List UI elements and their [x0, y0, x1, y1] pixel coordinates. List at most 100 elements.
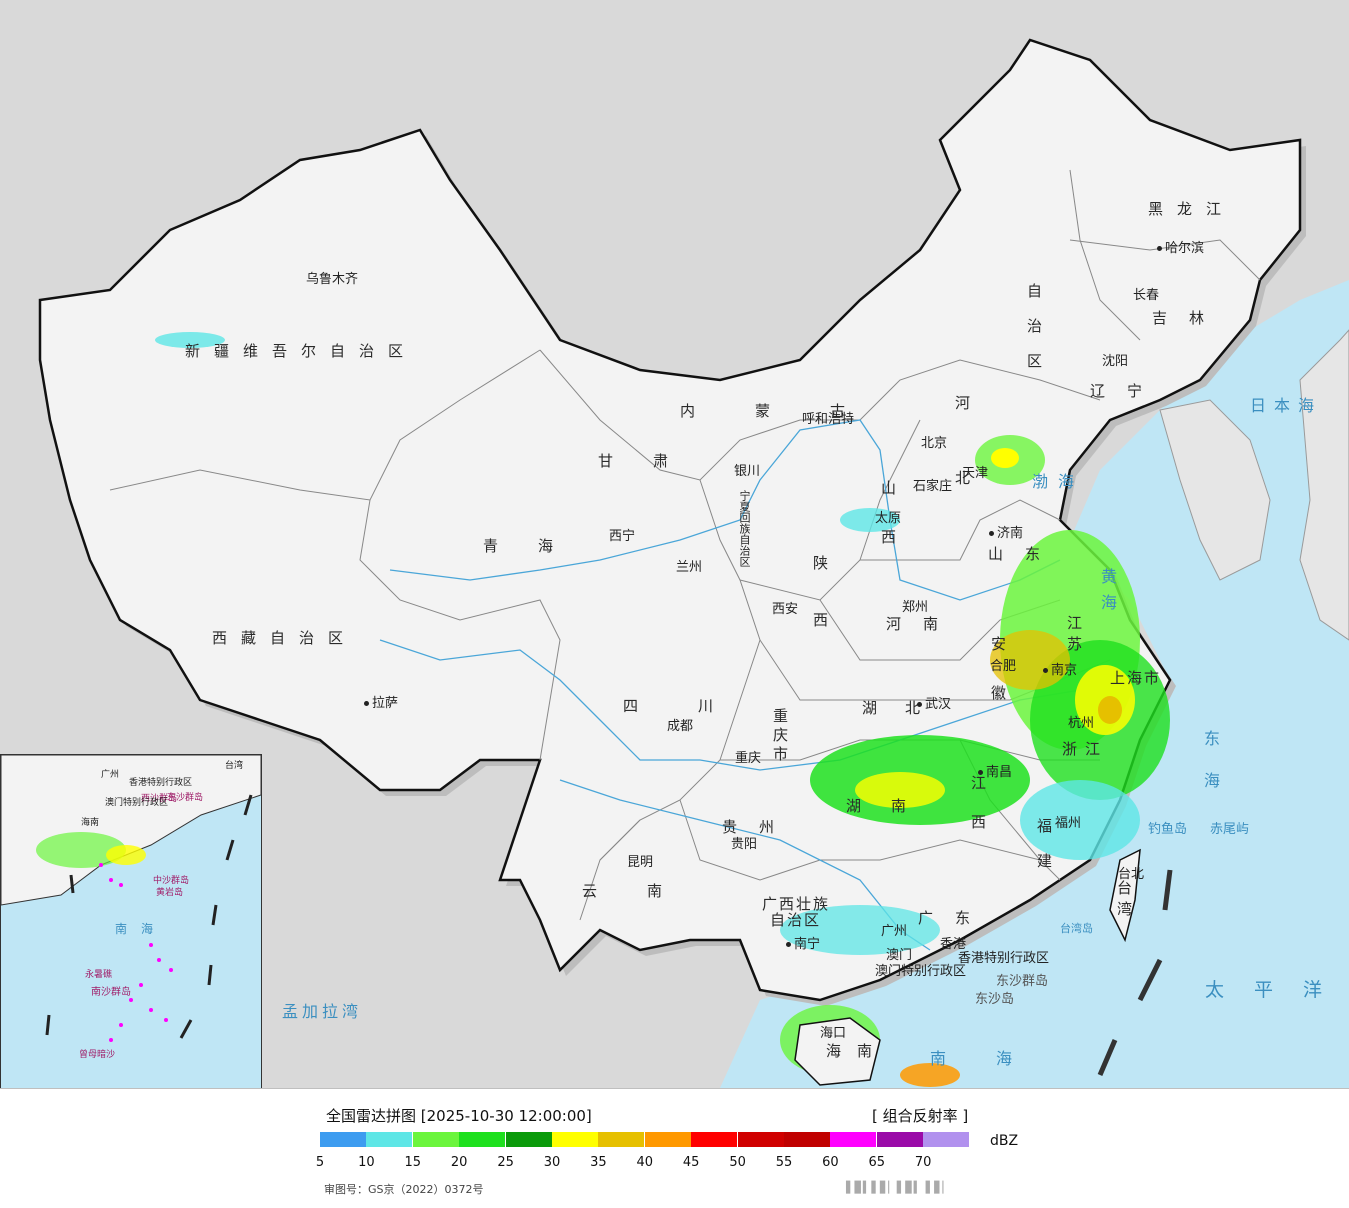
inset-label-hainan: 海南: [81, 818, 100, 828]
city-label-lhasa: 拉萨: [364, 692, 398, 711]
province-label-macao: 澳门特别行政区: [875, 964, 967, 979]
radar-map: 新疆维吾尔自治区 西藏自治区 青海 甘肃 内蒙古 自治区 黑龙江 吉林 辽宁 河…: [0, 0, 1349, 1089]
city-label-beijing: 北京: [921, 436, 948, 451]
taiwan-island: [1109, 848, 1141, 943]
legend-tick-label: 35: [590, 1155, 607, 1170]
sea-label-bohai: 渤海: [1032, 472, 1085, 491]
province-label-xinjiang: 新疆维吾尔自治区: [185, 342, 418, 360]
city-label-tianjin: 天津: [962, 466, 989, 481]
city-label-shenyang: 沈阳: [1102, 354, 1129, 369]
city-label-nanjing: 南京: [1043, 659, 1077, 678]
echo-hunan-core: [855, 772, 945, 808]
city-label-jinan: 济南: [989, 522, 1023, 541]
echo-zhejiang-core-2: [1098, 696, 1122, 724]
inset-label-dongsha: 东沙群岛: [167, 793, 204, 803]
city-label-hefei: 合肥: [990, 659, 1017, 674]
city-label-xining: 西宁: [609, 529, 636, 544]
province-label-xizang: 西藏自治区: [212, 629, 358, 647]
city-label-chengdu: 成都: [667, 719, 694, 734]
city-label-zhengzhou: 郑州: [902, 600, 929, 615]
province-label-shanxi: 山西: [879, 480, 897, 578]
sea-label-taipingyang: 太平洋: [1205, 979, 1349, 1001]
legend-swatch: [412, 1132, 459, 1147]
province-label-hongkong: 香港特别行政区: [958, 951, 1050, 966]
echo-shanxi: [840, 508, 900, 532]
legend-tick-label: 25: [497, 1155, 514, 1170]
inset-label-zengmu: 曾母暗沙: [79, 1050, 116, 1060]
province-label-neimenggu: 内蒙古: [680, 402, 906, 420]
city-label-kunming: 昆明: [627, 855, 654, 870]
legend-swatch: [691, 1132, 738, 1147]
watermark: ▌▊▍▌▋▏▌▊▍ ▌▋▏: [846, 1181, 952, 1194]
legend-swatch: [459, 1132, 506, 1147]
legend-swatch: [320, 1132, 366, 1147]
hainan-island: [794, 1017, 881, 1086]
island-label-taiwan-bank: 台湾岛: [1060, 922, 1093, 935]
legend-swatch: [737, 1132, 784, 1147]
city-label-hongkong: 香港: [940, 937, 967, 952]
province-label-taiwan: 台湾: [1115, 880, 1133, 922]
legend-tick-label: 55: [775, 1155, 793, 1170]
legend-tick-label: 15: [404, 1155, 422, 1170]
city-label-yinchuan: 银川: [734, 464, 761, 479]
inset-label-nanhai: 南海: [115, 922, 168, 936]
echo-south-sea: [900, 1063, 960, 1087]
echo-tianjin-core: [991, 448, 1019, 468]
province-label-shaanxi: 陕西: [811, 555, 829, 669]
legend-tick-label: 45: [682, 1155, 700, 1170]
province-label-hubei: 湖北: [862, 699, 949, 717]
south-china-sea-inset: 中沙群岛 黄岩岛 南海 南沙群岛 永暑礁 曾母暗沙 西沙群岛 广州 香港特别行政…: [0, 754, 262, 1088]
legend-tick-label: 60: [822, 1155, 839, 1170]
city-label-taipei: 台北: [1118, 867, 1145, 882]
province-label-ningxia: 宁夏回族自治区: [738, 490, 751, 567]
legend-swatch: [876, 1132, 923, 1147]
province-label-chongqing: 重庆市: [771, 708, 789, 765]
legend-unit: dBZ: [990, 1133, 1019, 1149]
legend-tick-label: 40: [636, 1155, 654, 1170]
echo-fujian: [1020, 780, 1140, 860]
inset-label-guangzhou: 广州: [101, 770, 120, 780]
legend-swatch: [505, 1132, 552, 1147]
province-label-heilongjiang: 黑龙江: [1148, 200, 1236, 218]
province-label-hebei: 河北: [953, 395, 971, 545]
city-label-fuzhou: 福州: [1055, 816, 1082, 831]
legend-tick-label: 10: [358, 1155, 375, 1170]
province-borders: [109, 169, 1261, 921]
province-label-yunnan: 云南: [582, 882, 713, 900]
inset-svg: [1, 755, 261, 1042]
province-label-guangxi-2: 自治区: [770, 911, 822, 929]
province-label-jiangsu: 江苏: [1065, 615, 1083, 657]
legend-swatch: [644, 1132, 691, 1147]
inset-label-taiwan: 台湾: [225, 761, 244, 771]
inset-label-hongkong: 香港特别行政区: [129, 778, 193, 788]
province-label-zhejiang: 浙江: [1062, 740, 1109, 758]
city-label-hangzhou: 杭州: [1068, 716, 1095, 731]
sea-label-mengjialawan: 孟加拉湾: [282, 1002, 363, 1021]
sea-label-ribenhai: 日本海: [1250, 396, 1323, 415]
city-label-lanzhou: 兰州: [676, 560, 703, 575]
city-label-xian: 西安: [772, 602, 799, 617]
legend-swatch: [598, 1132, 645, 1147]
island-label-dongsha: 东沙群岛: [996, 974, 1049, 989]
province-label-guizhou: 贵州: [722, 818, 797, 836]
province-label-jilin: 吉林: [1152, 309, 1227, 327]
province-label-fujian: 福建: [1035, 818, 1053, 888]
sea-label-nanhai: 南海: [930, 1049, 1063, 1068]
province-label-gansu: 甘肃: [598, 452, 709, 470]
inset-label-yongshu: 永暑礁: [85, 970, 113, 980]
province-label-shandong: 山东: [988, 545, 1063, 563]
province-label-liaoning: 辽宁: [1090, 382, 1165, 400]
legend-title: 全国雷达拼图 [2025-10-30 12:00:00]: [326, 1107, 592, 1125]
province-label-hainan: 海南: [826, 1042, 889, 1060]
legend-tick-label: 20: [450, 1155, 468, 1170]
island-label-dongsha-island: 东沙岛: [975, 992, 1015, 1007]
inset-label-zhongsha: 中沙群岛: [153, 876, 190, 886]
echo-xinjiang: [155, 332, 225, 348]
sea-label-huanghai: 黄海: [1098, 568, 1117, 620]
city-label-shijiazhuang: 石家庄: [913, 479, 953, 494]
city-label-nanchang: 南昌: [978, 761, 1012, 780]
city-label-haikou: 海口: [820, 1026, 847, 1041]
city-label-nanning: 南宁: [786, 933, 820, 952]
city-label-changchun: 长春: [1133, 288, 1160, 303]
inset-label-macao: 澳门特别行政区: [105, 798, 169, 808]
